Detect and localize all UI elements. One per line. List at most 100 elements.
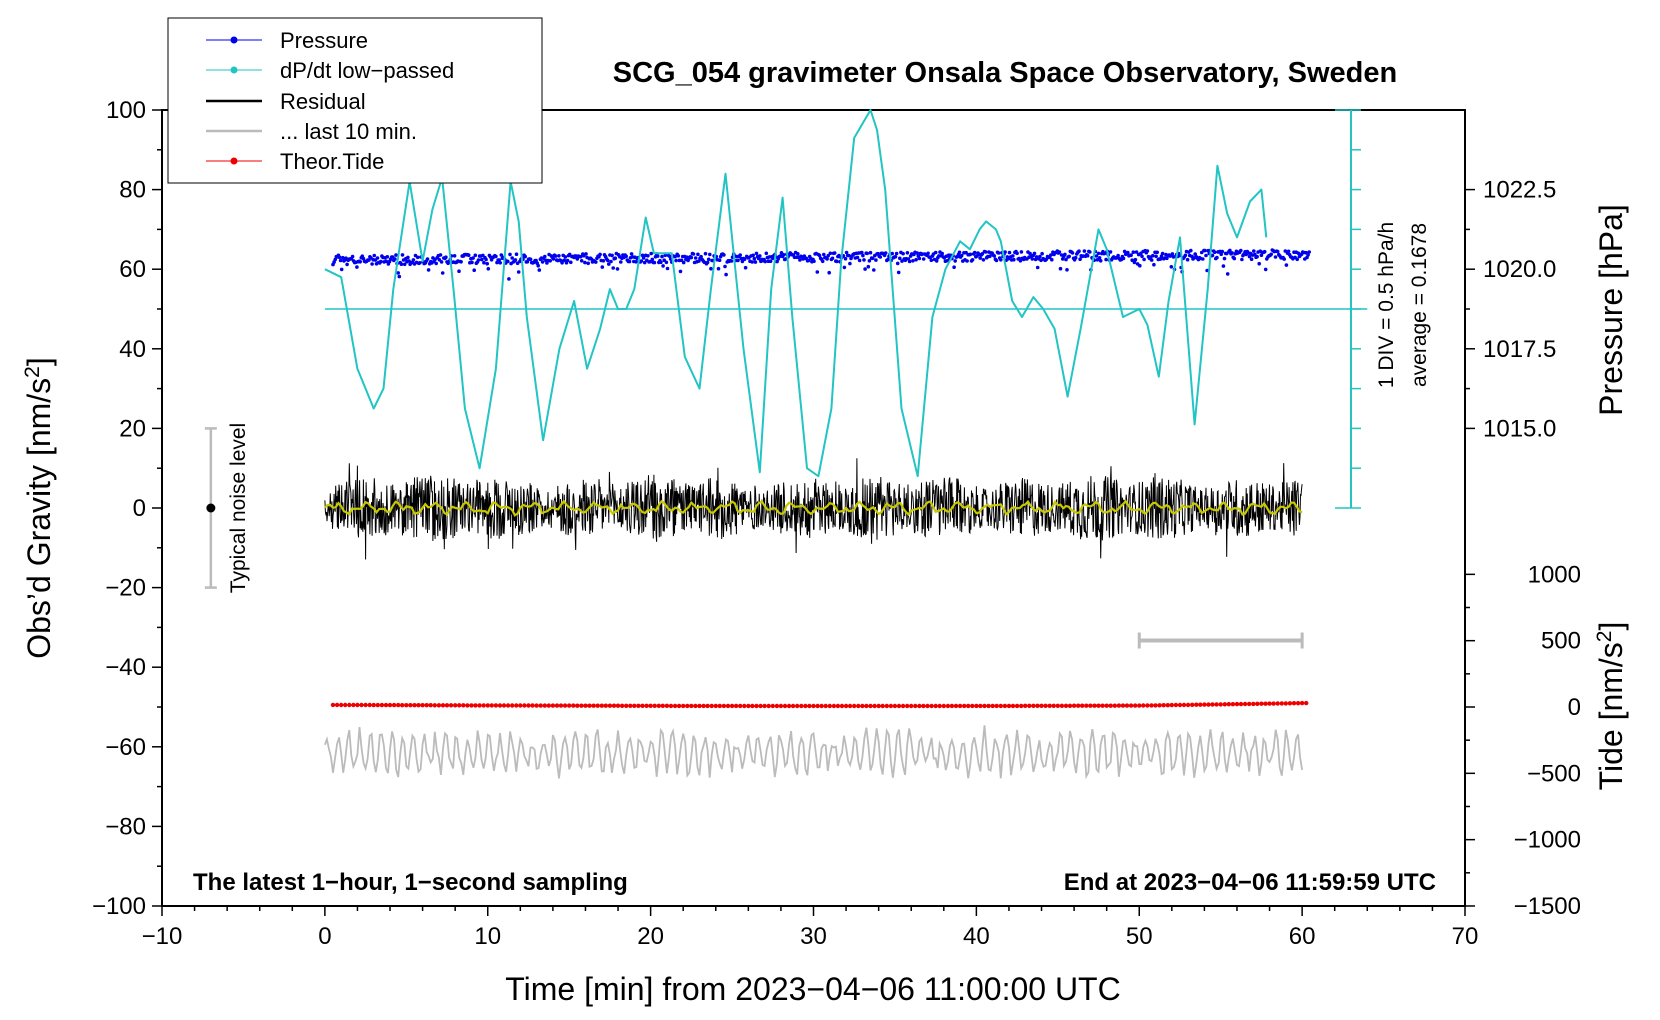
- pressure-point: [905, 251, 910, 255]
- pressure-point: [1275, 249, 1280, 254]
- tide-point: [1022, 703, 1028, 708]
- pressure-point: [1262, 249, 1267, 254]
- tide-point: [656, 703, 661, 708]
- tide-point: [1149, 703, 1154, 708]
- pressure-point: [980, 252, 985, 256]
- tide-point: [648, 703, 653, 708]
- pressure-point: [716, 266, 721, 271]
- residual-line: [324, 458, 1303, 560]
- tide-point: [994, 703, 999, 709]
- pressure-point: [1203, 248, 1207, 253]
- pressure-point: [452, 254, 457, 258]
- pressure-point: [1015, 251, 1019, 256]
- pressure-point: [372, 253, 377, 258]
- tide-point: [1259, 701, 1264, 706]
- pressure-point: [660, 254, 664, 259]
- pressure-point: [1063, 252, 1067, 257]
- pressure-point: [837, 253, 841, 258]
- tide-point: [705, 703, 710, 709]
- tide-point: [819, 703, 824, 709]
- pressure-point: [826, 253, 830, 258]
- pressure-point: [1185, 257, 1190, 262]
- pressure-point: [1247, 254, 1252, 259]
- pressure-point: [878, 255, 883, 259]
- pressure-point: [508, 252, 512, 257]
- pressure-point: [870, 256, 875, 261]
- pressure-point: [847, 253, 851, 258]
- y-tick-label: 60: [119, 256, 146, 283]
- tide-point: [1133, 703, 1138, 708]
- tide-point: [1051, 703, 1056, 708]
- pressure-point: [844, 250, 849, 255]
- pressure-point: [634, 260, 638, 264]
- pressure-point: [1212, 250, 1217, 254]
- pressure-point: [1078, 257, 1082, 262]
- tide-point: [619, 703, 625, 708]
- tide-point: [852, 703, 857, 709]
- pressure-point: [900, 259, 904, 263]
- pressure-point: [642, 260, 647, 265]
- pressure-point: [820, 259, 825, 264]
- pressure-point: [1064, 257, 1068, 262]
- tide-point: [485, 703, 490, 708]
- pressure-point: [619, 260, 623, 264]
- pressure-point: [1057, 250, 1062, 254]
- tide-point: [404, 703, 409, 708]
- pressure-point: [1168, 254, 1172, 258]
- legend-item-residual: Residual: [206, 89, 366, 114]
- pressure-tick-label: 1017.5: [1483, 336, 1556, 363]
- pressure-point: [709, 266, 713, 271]
- tide-point: [786, 703, 792, 709]
- tide-point: [607, 703, 613, 708]
- pressure-point: [863, 267, 867, 271]
- tide-point: [1185, 702, 1191, 708]
- tide-point: [937, 703, 942, 709]
- x-tick-label: 10: [474, 923, 501, 950]
- tide-point: [1299, 700, 1305, 706]
- tide-point: [1177, 702, 1183, 708]
- pressure-point: [1154, 254, 1158, 259]
- pressure-point: [1228, 248, 1232, 253]
- tide-point: [1234, 701, 1240, 707]
- pressure-point: [514, 252, 519, 256]
- tide-point: [501, 703, 507, 708]
- tide-point: [815, 703, 820, 709]
- y-tick-label: 100: [106, 97, 146, 124]
- pressure-point: [754, 251, 759, 256]
- pressure-point: [1049, 253, 1053, 257]
- tide-point: [522, 703, 527, 708]
- div-label: 1 DIV = 0.5 hPa/h: [1375, 222, 1398, 388]
- tide-point: [1169, 702, 1175, 708]
- pressure-point: [822, 252, 826, 257]
- pressure-point: [736, 258, 740, 263]
- pressure-point: [763, 259, 767, 264]
- pressure-point: [1252, 249, 1256, 253]
- tide-point: [489, 703, 494, 708]
- pressure-point: [1129, 253, 1133, 257]
- tide-point: [339, 702, 344, 708]
- pressure-point: [494, 254, 498, 259]
- pressure-point: [516, 270, 521, 274]
- tide-point: [440, 703, 446, 708]
- pressure-point: [370, 262, 374, 266]
- pressure-point: [393, 257, 397, 261]
- pressure-point: [375, 256, 380, 260]
- tide-point: [448, 703, 454, 708]
- pressure-point: [394, 253, 398, 257]
- tide-point: [473, 703, 478, 708]
- tide-point: [888, 703, 894, 709]
- ylabel-tide-main: Tide [nm/s: [1593, 642, 1629, 790]
- pressure-point: [1170, 252, 1175, 256]
- pressure-point: [1088, 250, 1092, 254]
- pressure-point: [968, 252, 973, 257]
- pressure-point: [957, 250, 962, 255]
- tide-point: [371, 702, 376, 708]
- tide-point: [823, 703, 828, 709]
- pressure-point: [868, 250, 873, 255]
- tide-point: [762, 703, 767, 709]
- pressure-point: [907, 259, 912, 264]
- pressure-point: [384, 259, 389, 264]
- tide-point: [554, 703, 560, 708]
- pressure-tick-label: 1022.5: [1483, 177, 1556, 204]
